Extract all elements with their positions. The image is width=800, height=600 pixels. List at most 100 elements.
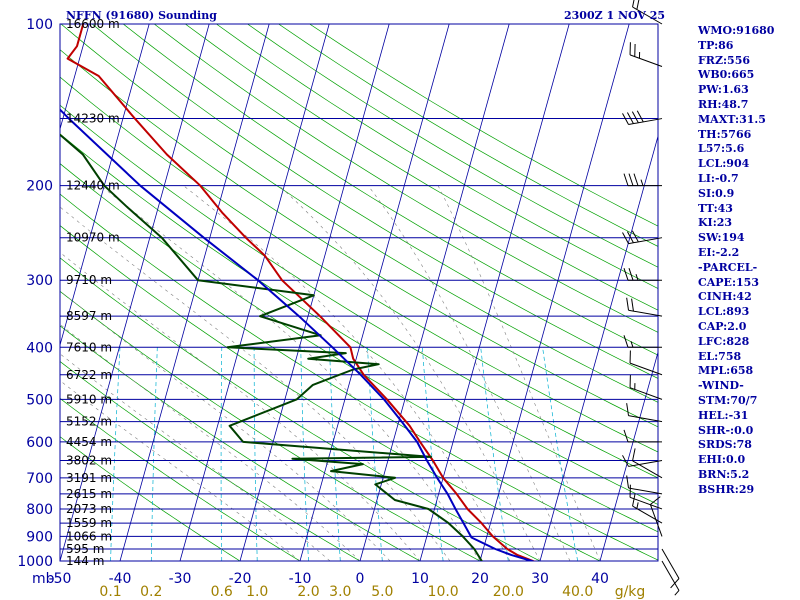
mixing-ratio-label: 3.0 <box>329 584 351 600</box>
index-item: LCL:904 <box>698 157 750 171</box>
moist-adiabat <box>60 323 361 561</box>
isotherm <box>539 134 658 561</box>
height-label: 10970 m <box>66 231 120 245</box>
wind-barb-flag <box>626 231 634 243</box>
wind-barb-flag <box>674 590 680 596</box>
wind-barb-staff <box>628 309 663 317</box>
wind-barb-flag <box>622 113 629 125</box>
index-item: BRN:5.2 <box>698 467 750 481</box>
isotherm <box>60 24 150 347</box>
wind-barb-staff <box>628 415 663 423</box>
wind-barb <box>623 268 662 281</box>
wind-barb <box>622 455 663 467</box>
index-item: CINH:42 <box>698 290 752 304</box>
isotherm <box>419 24 570 561</box>
mixing-ratio-line <box>421 347 444 561</box>
wind-barb-staff <box>628 118 663 125</box>
temperature-tick-label: 0 <box>356 571 365 587</box>
mixing-ratio-line <box>329 347 341 561</box>
moist-adiabat <box>60 290 391 561</box>
dry-adiabat <box>60 361 361 561</box>
mixing-ratio-label: 10.0 <box>428 584 459 600</box>
index-item: SI:0.9 <box>698 186 735 200</box>
index-item: BSHR:29 <box>698 482 755 496</box>
mixing-ratio-label: 20.0 <box>493 584 524 600</box>
pressure-tick-label: 700 <box>26 471 53 487</box>
wind-barb-flag <box>650 496 661 505</box>
pressure-tick-label: 1000 <box>17 554 53 570</box>
wind-barb-flag <box>623 429 629 443</box>
wind-barb-flag <box>626 475 630 489</box>
index-item: PW:1.63 <box>698 83 749 97</box>
wind-barb-flag <box>635 274 639 281</box>
index-item: LCL:893 <box>698 305 750 319</box>
wind-barb <box>626 297 663 317</box>
wind-barb <box>649 496 663 537</box>
mixing-ratio-line <box>220 347 223 561</box>
mixing-ratio-line <box>253 347 258 561</box>
dewpoint-profile <box>60 133 483 561</box>
wind-barb-flag <box>628 173 634 186</box>
mixing-ratio-label: 40.0 <box>562 584 593 600</box>
wind-barb <box>622 230 663 245</box>
height-label: 4454 m <box>66 435 112 449</box>
index-item: TH:5766 <box>698 127 752 141</box>
mixing-ratio-line <box>300 347 309 561</box>
isotherm <box>479 24 630 561</box>
index-item: RH:48.7 <box>698 97 749 111</box>
wind-barb-staff <box>628 237 663 245</box>
wind-barb-flag <box>626 112 634 124</box>
temperature-tick-label: 40 <box>591 571 609 587</box>
index-item: MAXT:31.5 <box>698 112 766 126</box>
wind-barb-flag <box>626 297 630 311</box>
dry-adiabat <box>60 24 658 403</box>
temperature-tick-label: 10 <box>411 571 429 587</box>
height-label: 16600 m <box>66 17 120 31</box>
wind-barb-flag <box>636 110 644 123</box>
height-label: 3802 m <box>66 454 112 468</box>
wind-barb <box>632 493 663 524</box>
pressure-tick-label: 400 <box>26 340 53 356</box>
index-item: SRDS:78 <box>698 438 752 452</box>
pressure-tick-label: 300 <box>26 273 53 289</box>
index-item: -PARCEL- <box>698 260 758 274</box>
index-item: WMO:91680 <box>698 24 775 37</box>
wind-barb-flag <box>640 179 644 186</box>
wind-barb-flag <box>623 268 629 281</box>
wind-barb-flag <box>631 111 639 123</box>
pressure-unit-label: mb <box>32 571 55 587</box>
pressure-tick-label: 200 <box>26 179 53 195</box>
pressure-tick-label: 100 <box>26 17 53 33</box>
isotherm <box>299 24 450 561</box>
mixing-ratio-line <box>367 347 383 561</box>
height-label: 12440 m <box>66 179 120 193</box>
wind-barb-staff <box>661 548 680 579</box>
wind-barb-flag <box>632 0 635 8</box>
wind-barb-flag <box>636 0 640 10</box>
wind-barb <box>622 110 663 125</box>
height-label: 1066 m <box>66 529 112 543</box>
wind-barbs <box>622 0 680 596</box>
mixing-ratio-label: 0.2 <box>140 584 162 600</box>
wind-barb-staff <box>649 504 663 537</box>
index-item: L57:5.6 <box>698 142 745 156</box>
wind-barb-flag <box>623 173 629 186</box>
index-item: MPL:658 <box>698 364 754 378</box>
wind-barb-flag <box>632 448 636 461</box>
index-item: SW:194 <box>698 231 745 245</box>
isobars <box>60 23 658 562</box>
height-label: 6722 m <box>66 368 112 382</box>
isotherm <box>359 24 510 561</box>
pressure-tick-label: 900 <box>26 529 53 545</box>
wind-barb-flag <box>623 335 629 348</box>
wind-barb <box>626 403 663 423</box>
index-item: TT:43 <box>698 201 733 215</box>
height-label: 5152 m <box>66 415 112 429</box>
wind-barb-flag <box>631 298 634 312</box>
isotherm <box>599 350 658 561</box>
height-label: 144 m <box>66 554 104 568</box>
stability-index-list: WMO:91680 TP:86 FRZ:556 WB0:665 PW:1.63 RH:48… <box>698 24 774 498</box>
index-item: SHR-:0.0 <box>698 423 754 437</box>
moist-adiabat <box>100 185 481 561</box>
